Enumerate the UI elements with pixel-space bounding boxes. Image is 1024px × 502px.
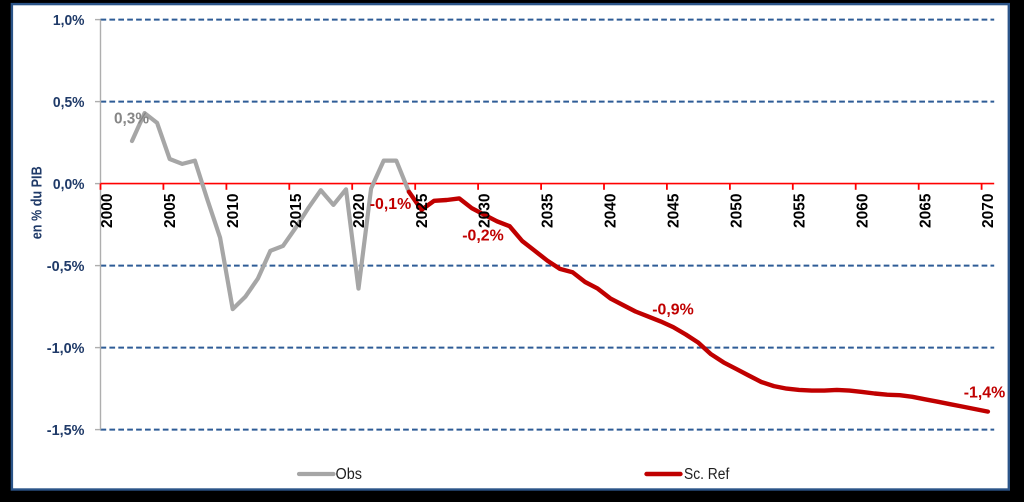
svg-text:2010: 2010 (225, 194, 242, 228)
svg-text:2000: 2000 (99, 194, 116, 228)
svg-text:2035: 2035 (540, 193, 557, 228)
svg-text:2065: 2065 (917, 193, 934, 228)
svg-text:-0,5%: -0,5% (47, 259, 85, 275)
svg-text:2025: 2025 (414, 193, 431, 228)
svg-text:2015: 2015 (288, 193, 305, 228)
svg-text:2070: 2070 (980, 193, 997, 227)
svg-text:2020: 2020 (351, 194, 368, 228)
svg-text:-1,4%: -1,4% (964, 385, 1006, 402)
svg-text:2050: 2050 (729, 194, 746, 228)
svg-text:0,3%: 0,3% (114, 111, 149, 128)
svg-text:2055: 2055 (791, 193, 808, 228)
svg-text:-0,9%: -0,9% (652, 302, 694, 319)
svg-text:2060: 2060 (854, 194, 871, 228)
svg-text:2005: 2005 (162, 193, 179, 228)
svg-text:0,5%: 0,5% (53, 95, 85, 111)
svg-text:-1,0%: -1,0% (47, 341, 85, 357)
svg-text:-0,2%: -0,2% (462, 228, 504, 245)
svg-text:en % du PIB: en % du PIB (30, 166, 46, 239)
svg-text:2040: 2040 (603, 194, 620, 228)
svg-text:2030: 2030 (477, 194, 494, 228)
svg-text:2045: 2045 (666, 193, 683, 228)
svg-text:0,0%: 0,0% (53, 177, 85, 193)
svg-text:-1,5%: -1,5% (47, 423, 85, 439)
svg-text:-0,1%: -0,1% (370, 196, 412, 213)
svg-text:Sc. Ref: Sc. Ref (684, 466, 730, 483)
svg-text:Obs: Obs (336, 466, 363, 483)
svg-text:1,0%: 1,0% (53, 13, 85, 29)
